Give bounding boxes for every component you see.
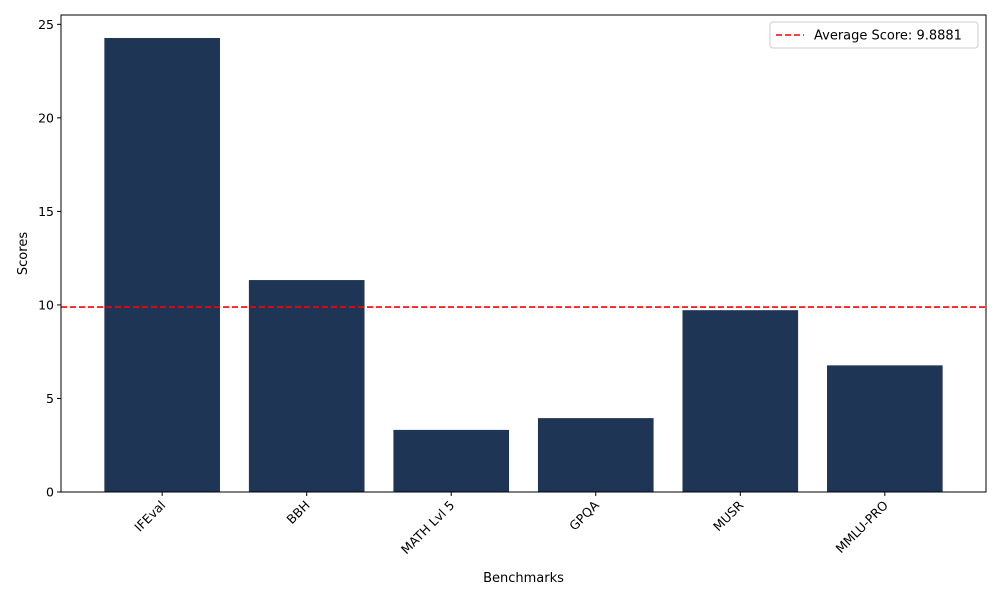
legend-box — [769, 21, 979, 49]
x-tick-label: MATH Lvl 5 — [398, 498, 457, 557]
plot-frame — [60, 14, 987, 493]
y-tick-label: 25 — [38, 17, 54, 32]
x-axis-ticks: IFEval BBH MATH Lvl 5 GPQA MUSR MMLU-PRO — [131, 492, 891, 557]
bar-ifeval — [104, 38, 220, 492]
y-tick-label: 15 — [38, 204, 54, 219]
bar-bbh — [248, 280, 365, 492]
bar-musr — [682, 310, 799, 492]
y-axis-ticks: 0 5 10 15 20 25 — [38, 17, 61, 500]
bar-mmlu-pro — [827, 365, 943, 492]
x-tick-label: IFEval — [131, 498, 168, 535]
y-tick-label: 10 — [38, 297, 54, 312]
x-tick-label: BBH — [283, 498, 312, 527]
bar-math-lvl-5 — [393, 429, 510, 492]
y-tick-label: 0 — [46, 485, 54, 500]
legend: Average Score: 9.8881 — [769, 21, 979, 49]
y-tick-label: 20 — [38, 110, 54, 125]
y-tick-label: 5 — [46, 391, 54, 406]
x-tick-label: MUSR — [710, 497, 747, 534]
y-axis-label: Scores — [16, 232, 31, 275]
bar-gpqa — [537, 418, 654, 492]
legend-label: Average Score: 9.8881 — [814, 29, 962, 44]
bars-group — [104, 38, 943, 492]
x-tick-label: GPQA — [566, 497, 602, 533]
x-axis-label: Benchmarks — [483, 571, 564, 586]
x-tick-label: MMLU-PRO — [833, 497, 892, 556]
